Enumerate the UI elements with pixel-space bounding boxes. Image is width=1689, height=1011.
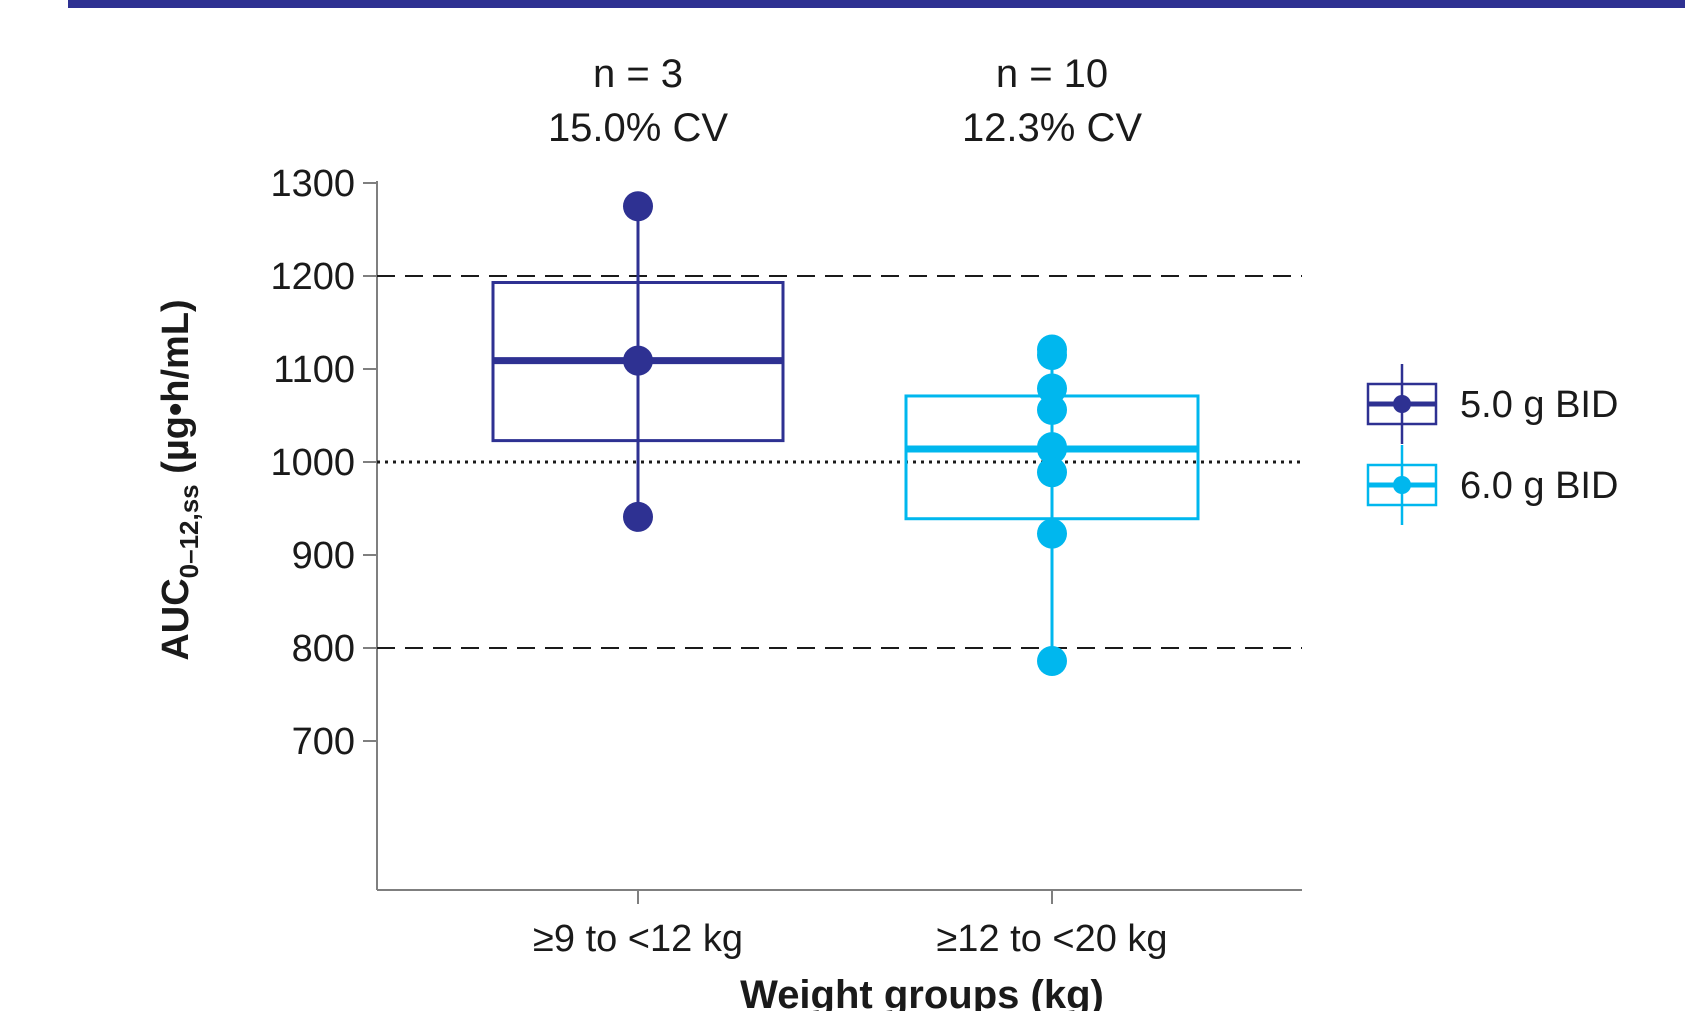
group-n-label: n = 10 xyxy=(996,52,1108,96)
data-point xyxy=(623,191,653,222)
data-point xyxy=(623,501,653,532)
legend: 5.0 g BID 6.0 g BID xyxy=(1366,364,1618,525)
data-point xyxy=(1037,646,1067,677)
legend-point-icon xyxy=(1393,395,1411,413)
data-point xyxy=(1037,433,1067,464)
data-point xyxy=(1037,518,1067,549)
y-tick-label: 1100 xyxy=(273,349,355,391)
y-tick-label: 1300 xyxy=(270,163,355,205)
y-axis-label-subscript: 0–12,ss xyxy=(174,484,204,578)
data-point xyxy=(1037,457,1067,488)
y-tick-label: 700 xyxy=(292,721,355,763)
y-axis-label-main: AUC xyxy=(155,578,197,660)
group-cv-label: 12.3% CV xyxy=(962,106,1142,150)
group-cv-label: 15.0% CV xyxy=(548,106,728,150)
x-tick-label: ≥12 to <20 kg xyxy=(936,918,1167,960)
data-point xyxy=(623,345,653,376)
y-tick-label: 1200 xyxy=(270,256,355,298)
data-point xyxy=(1037,340,1067,371)
y-tick-label: 800 xyxy=(292,628,355,670)
data-point xyxy=(1037,373,1067,404)
y-tick-label: 1000 xyxy=(270,442,355,484)
header-bar xyxy=(68,0,1685,8)
x-tick-label: ≥9 to <12 kg xyxy=(533,918,743,960)
group-n-label: n = 3 xyxy=(593,52,683,96)
y-tick-label: 900 xyxy=(292,535,355,577)
legend-point-icon xyxy=(1393,476,1411,494)
x-axis-label: Weight groups (kg) xyxy=(740,973,1104,1011)
y-axis-label-unit: (µg•h/mL) xyxy=(155,299,197,484)
plot-area: 700 800 900 1000 1100 1200 1300 ≥9 to <12 kg n =… xyxy=(270,52,1302,960)
legend-label: 5.0 g BID xyxy=(1460,384,1618,426)
legend-label: 6.0 g BID xyxy=(1460,465,1618,507)
y-axis-label: AUC0–12,ss (µg•h/mL) xyxy=(155,299,204,660)
data-point xyxy=(1037,394,1067,425)
